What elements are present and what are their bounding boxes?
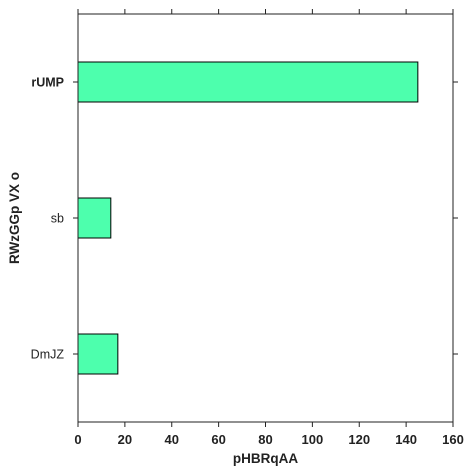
bar-sb bbox=[77, 197, 112, 239]
x-tick-label-60: 60 bbox=[211, 432, 225, 447]
bar-dmjz bbox=[77, 333, 119, 375]
ticks-group bbox=[73, 9, 458, 427]
y-tick-label-sb: sb bbox=[51, 212, 64, 226]
y-axis-title: RWzGGp VX o bbox=[7, 172, 22, 264]
x-tick-label-120: 120 bbox=[348, 432, 370, 447]
x-tick-label-0: 0 bbox=[74, 432, 81, 447]
x-tick-label-40: 40 bbox=[165, 432, 179, 447]
bar-rump bbox=[77, 61, 419, 103]
labels-group: 0 20 40 60 80 100 120 140 160 rUMP sb DmJZ bbox=[31, 76, 464, 448]
bars-group bbox=[77, 61, 419, 375]
y-tick-label-dmjz: DmJZ bbox=[31, 348, 65, 362]
x-tick-label-140: 140 bbox=[395, 432, 417, 447]
x-axis-title: pHBRqAA bbox=[233, 451, 298, 466]
x-tick-label-160: 160 bbox=[442, 432, 464, 447]
x-tick-label-20: 20 bbox=[118, 432, 132, 447]
x-tick-label-80: 80 bbox=[258, 432, 272, 447]
y-tick-label-rump: rUMP bbox=[31, 76, 64, 90]
x-tick-label-100: 100 bbox=[302, 432, 324, 447]
